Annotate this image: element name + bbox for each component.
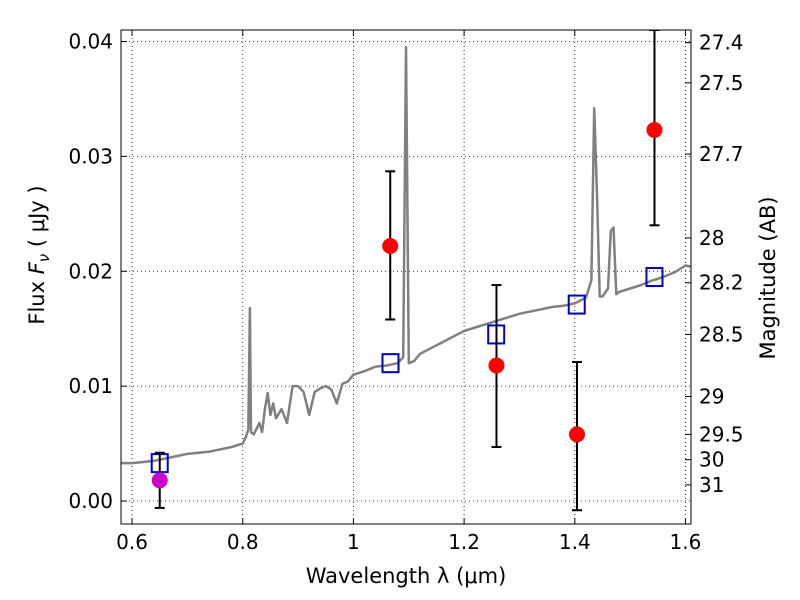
observed-photometry-series xyxy=(151,30,663,512)
y2-tick-label: 27.5 xyxy=(699,71,744,95)
spectrum-series xyxy=(121,45,691,465)
y2-tick-label: 29 xyxy=(699,384,724,408)
y-tick-label: 0.04 xyxy=(68,29,113,53)
x-tick-label: 1.2 xyxy=(448,530,480,554)
y-tick-label: 0.02 xyxy=(68,259,113,283)
y-axis-title: Flux Fν ( μJy ) xyxy=(25,185,53,324)
data-point xyxy=(151,472,168,489)
y2-tick-label: 31 xyxy=(699,473,724,497)
x-axis-title: Wavelength λ (μm) xyxy=(306,564,507,588)
y2-tick-label: 28.2 xyxy=(699,271,744,295)
y-tick-label: 0.00 xyxy=(68,489,113,513)
y2-tick-label: 28.5 xyxy=(699,322,744,346)
data-point xyxy=(488,357,505,374)
spectrum-line xyxy=(121,45,691,465)
y-tick-label: 0.01 xyxy=(68,374,113,398)
y2-tick-label: 30 xyxy=(699,448,724,472)
plot-area xyxy=(121,30,691,512)
y2-tick-label: 29.5 xyxy=(699,422,744,446)
y2-tick-label: 27.4 xyxy=(699,31,744,55)
data-point xyxy=(382,237,399,254)
model-square-marker xyxy=(567,294,586,315)
x-tick-label: 1.4 xyxy=(559,530,591,554)
y-axis-ticks: 0.00 0.01 0.02 0.03 0.04 xyxy=(68,29,127,513)
y-tick-label: 0.03 xyxy=(68,144,113,168)
data-point xyxy=(569,426,585,443)
x-tick-label: 0.6 xyxy=(116,530,148,554)
plot-frame xyxy=(120,29,692,525)
x-tick-label: 0.8 xyxy=(227,530,259,554)
y2-tick-label: 28 xyxy=(699,226,724,250)
model-square-marker xyxy=(381,353,400,374)
y2-tick-label: 27.7 xyxy=(699,142,744,166)
model-square-marker xyxy=(645,267,664,287)
x-tick-label: 1 xyxy=(347,530,360,554)
data-point xyxy=(646,121,663,138)
y2-axis-title: Magnitude (AB) xyxy=(756,196,780,359)
x-tick-label: 1.6 xyxy=(670,530,702,554)
x-axis-ticks: 0.6 0.8 1 1.2 1.4 1.6 xyxy=(116,30,701,554)
